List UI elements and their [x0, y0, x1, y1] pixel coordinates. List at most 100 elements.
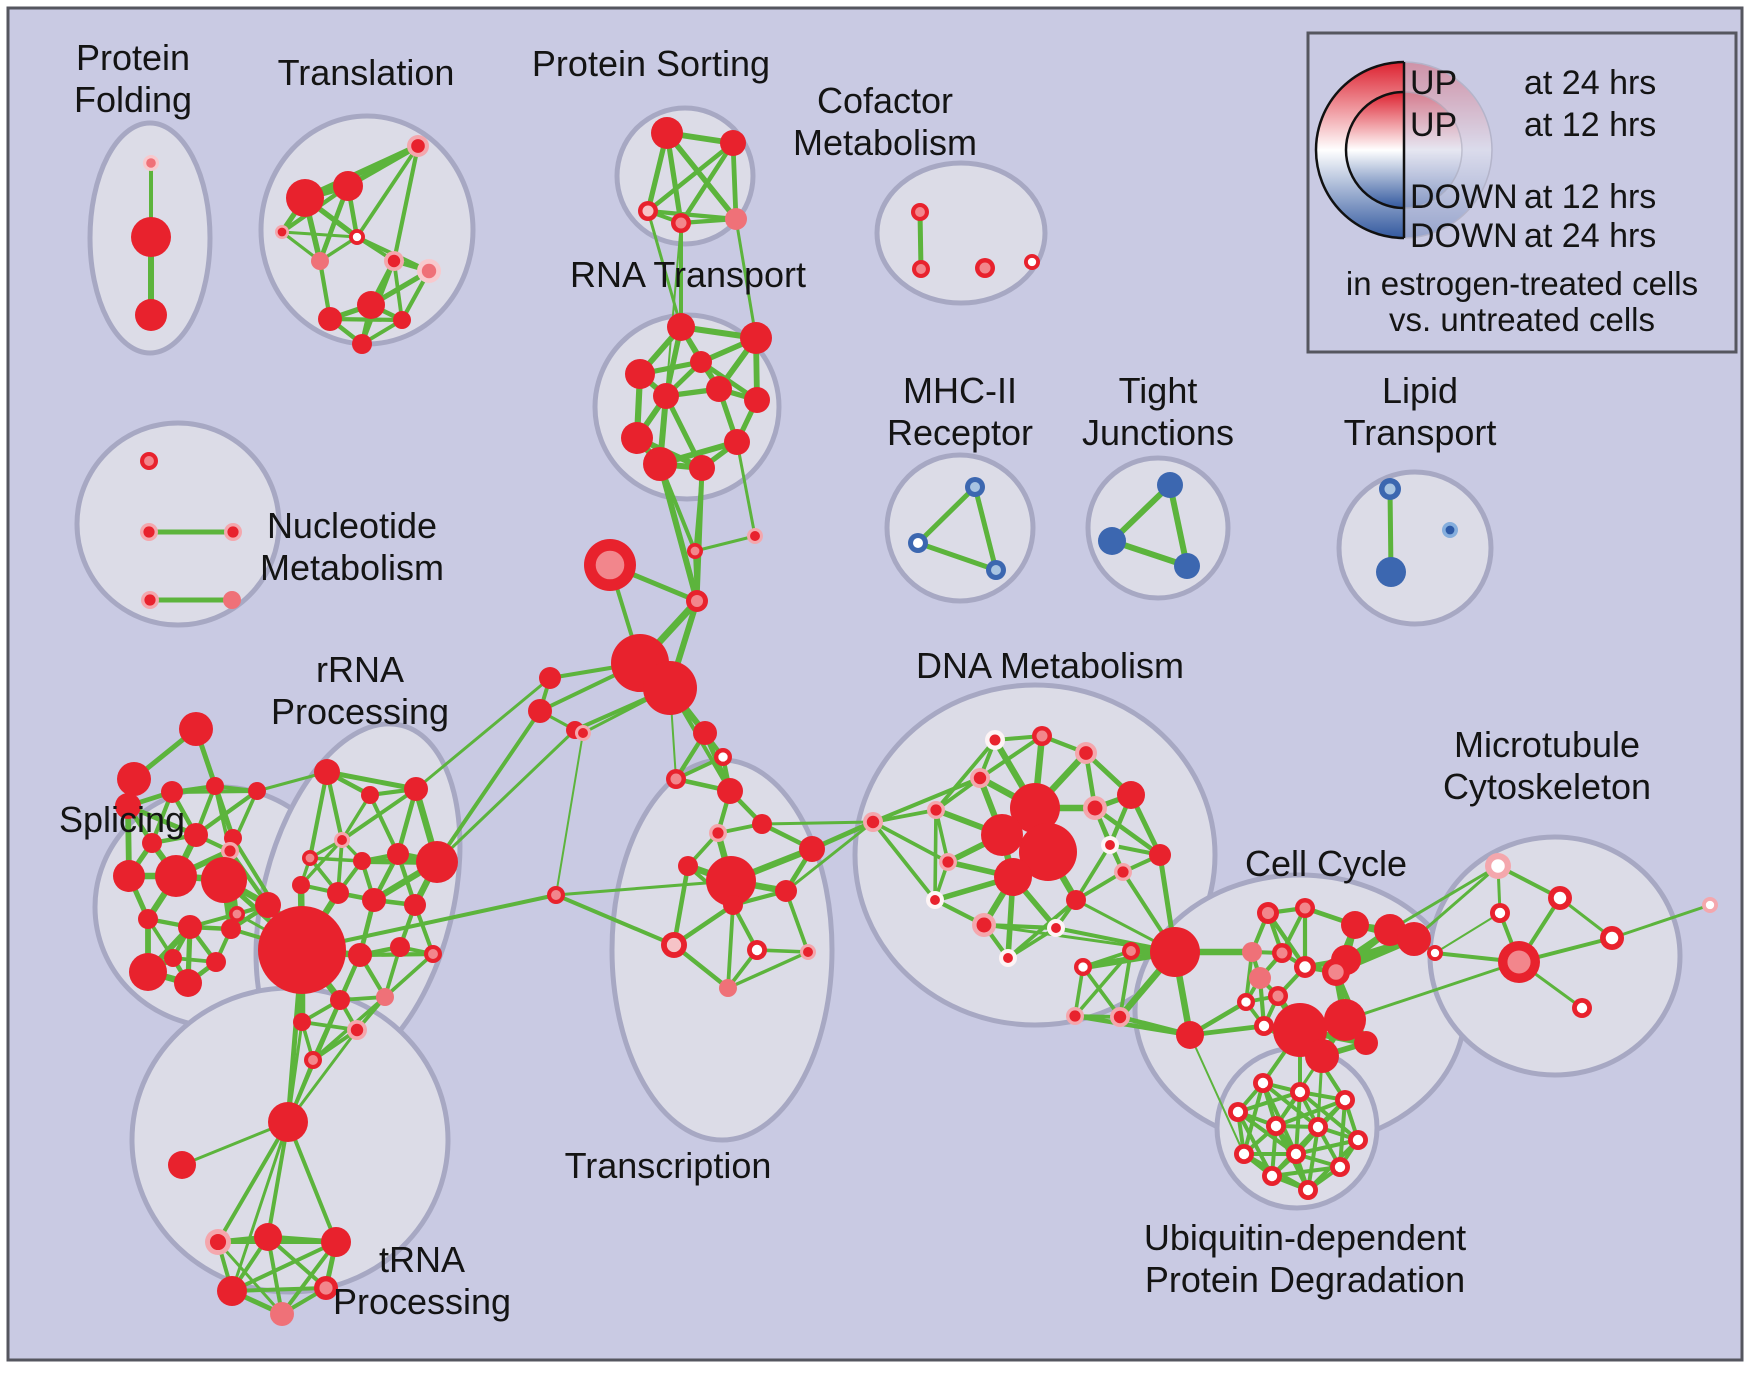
- gene-node: [678, 856, 698, 876]
- cluster-label-rrna-processing: Processing: [271, 691, 449, 732]
- network-edge: [978, 734, 1044, 780]
- network-edge: [1092, 805, 1163, 858]
- network-edge: [1073, 949, 1133, 1018]
- gene-node: [333, 171, 363, 201]
- gene-node: [404, 777, 428, 801]
- gene-node: [217, 1276, 247, 1306]
- legend-time-label: at 24 hrs: [1524, 64, 1656, 102]
- gene-node: [775, 880, 797, 902]
- cluster-label-translation: Translation: [278, 52, 455, 93]
- gene-node-core: [915, 207, 925, 217]
- gene-node-core: [305, 853, 315, 863]
- network-edge: [230, 1286, 328, 1293]
- legend-caption: in estrogen-treated cells: [1346, 265, 1698, 302]
- cluster-label-protein-sorting: Protein Sorting: [532, 43, 770, 84]
- gene-node-core: [930, 804, 942, 816]
- gene-node: [799, 836, 825, 862]
- gene-node-core: [146, 158, 156, 168]
- gene-node-core: [866, 815, 880, 829]
- network-edge: [554, 879, 733, 897]
- gene-node-core: [1078, 962, 1088, 972]
- gene-node: [1150, 927, 1200, 977]
- gene-node-core: [1036, 730, 1048, 742]
- network-edge: [693, 534, 757, 553]
- cluster-label-trna-processing: Processing: [333, 1281, 511, 1322]
- gene-node: [161, 781, 183, 803]
- gene-node: [168, 1151, 196, 1179]
- gene-node: [723, 895, 743, 915]
- gene-node: [994, 858, 1032, 896]
- gene-node-core: [751, 944, 763, 956]
- gene-node-core: [1491, 859, 1505, 873]
- legend-direction-label: DOWN: [1410, 217, 1518, 255]
- network-edge: [216, 1240, 284, 1316]
- network-edge: [1294, 1090, 1302, 1156]
- gene-node-core: [1294, 1086, 1306, 1098]
- network-edge: [230, 1120, 290, 1293]
- gene-node-core: [979, 262, 991, 274]
- network-edge: [391, 143, 421, 264]
- gene-node: [361, 786, 379, 804]
- network-edge: [646, 209, 683, 329]
- gene-node: [113, 860, 145, 892]
- cluster-label-microtubule-cytoskeleton: Cytoskeleton: [1443, 766, 1651, 807]
- cluster-blob-mhc-ii-receptor: [884, 452, 1036, 604]
- cluster-blob-nucleotide-metabolism: [74, 420, 282, 628]
- gene-node: [357, 291, 385, 319]
- network-edge: [1236, 1090, 1302, 1114]
- gene-node: [221, 919, 241, 939]
- network-edge: [1434, 912, 1501, 954]
- network-edge: [324, 769, 419, 792]
- gene-node: [248, 782, 266, 800]
- gene-node: [352, 334, 372, 354]
- network-edge: [1388, 864, 1500, 932]
- gene-node: [1019, 823, 1077, 881]
- gene-node-core: [144, 594, 156, 606]
- network-edge: [933, 808, 938, 902]
- gene-node-core: [1302, 1184, 1314, 1196]
- gene-node: [706, 856, 756, 906]
- gene-node: [206, 952, 226, 972]
- gene-node: [981, 814, 1023, 856]
- network-edge: [193, 788, 260, 838]
- gene-node: [643, 447, 677, 481]
- gene-node-core: [1299, 961, 1311, 973]
- gene-node: [330, 990, 350, 1010]
- gene-node-core: [991, 565, 1001, 575]
- cluster-label-ubiquitin-degradation: Protein Degradation: [1145, 1259, 1465, 1300]
- network-edge: [1167, 482, 1190, 569]
- network-edge: [1343, 960, 1521, 1022]
- gene-node-core: [916, 264, 926, 274]
- gene-node: [740, 322, 772, 354]
- gene-node-core: [387, 254, 401, 268]
- gene-node: [752, 814, 772, 834]
- gene-node-core: [989, 734, 1001, 746]
- gene-node: [667, 313, 695, 341]
- gene-node-core: [1258, 1020, 1270, 1032]
- gene-node-core: [1238, 1148, 1250, 1160]
- network-edge: [659, 222, 682, 465]
- network-edge: [915, 484, 978, 546]
- gene-node: [621, 422, 653, 454]
- gene-node-core: [350, 1023, 364, 1037]
- network-edge: [760, 820, 875, 826]
- gene-node-core: [1312, 1121, 1324, 1133]
- gene-node: [138, 909, 158, 929]
- network-edge: [663, 393, 705, 471]
- gene-node-core: [551, 890, 561, 900]
- cluster-label-trna-processing: tRNA: [379, 1239, 465, 1280]
- cluster-label-protein-folding: Protein: [76, 37, 190, 78]
- network-edge: [1298, 1090, 1360, 1142]
- gene-node: [1354, 1031, 1378, 1055]
- network-edge: [555, 732, 584, 896]
- network-edge: [230, 1240, 338, 1293]
- gene-node-core: [976, 917, 992, 933]
- network-edge: [657, 461, 700, 604]
- gene-node-core: [1079, 746, 1093, 760]
- gene-node: [416, 841, 458, 883]
- gene-node: [393, 311, 411, 329]
- gene-node-core: [421, 263, 437, 279]
- gene-node-core: [1445, 525, 1455, 535]
- gene-node-core: [1027, 257, 1037, 267]
- gene-node: [651, 117, 683, 149]
